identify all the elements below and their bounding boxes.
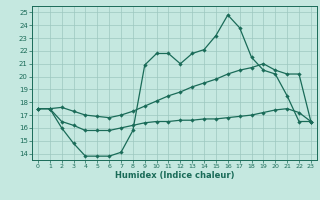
X-axis label: Humidex (Indice chaleur): Humidex (Indice chaleur) — [115, 171, 234, 180]
